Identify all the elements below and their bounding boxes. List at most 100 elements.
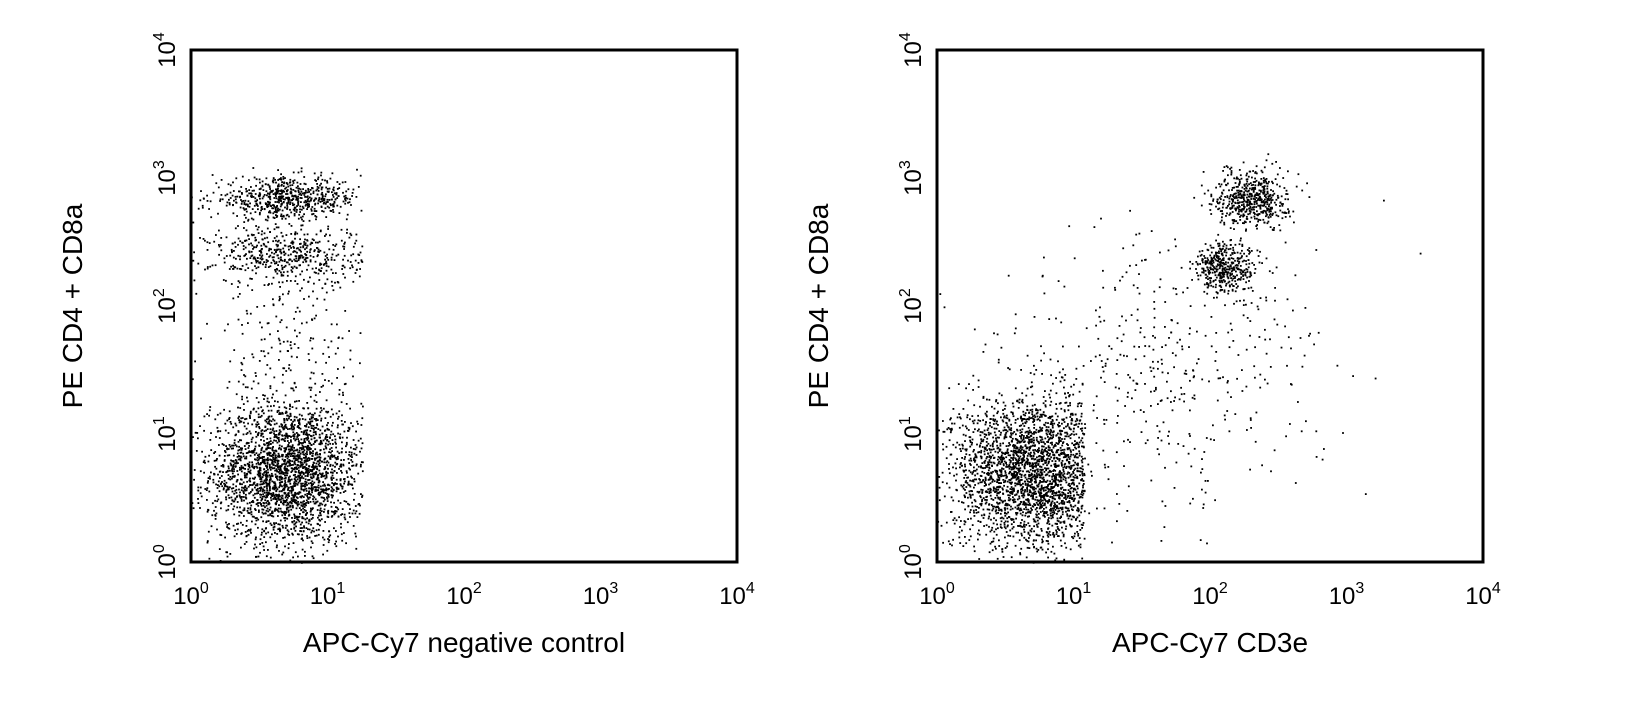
event-dot xyxy=(268,415,271,418)
event-dot xyxy=(300,438,303,441)
event-dot xyxy=(321,191,324,194)
event-dot xyxy=(341,447,343,450)
event-dot xyxy=(320,263,323,266)
event-dot xyxy=(1027,470,1030,473)
event-dot xyxy=(313,462,315,464)
event-dot xyxy=(231,499,234,502)
event-dot xyxy=(300,504,303,507)
event-dot xyxy=(255,375,257,377)
event-dot xyxy=(1047,452,1049,454)
event-dot xyxy=(249,202,251,205)
event-dot xyxy=(255,462,258,465)
event-dot xyxy=(235,177,238,180)
event-dot xyxy=(231,467,234,470)
event-dot xyxy=(213,452,215,454)
event-dot xyxy=(291,260,293,263)
event-dot xyxy=(291,424,293,427)
event-dot xyxy=(297,471,300,474)
event-dot xyxy=(322,491,325,494)
event-dot xyxy=(217,212,219,215)
event-dot xyxy=(279,242,282,244)
event-dot xyxy=(295,457,297,460)
event-dot xyxy=(295,525,297,528)
event-dot xyxy=(302,447,305,450)
event-dot xyxy=(309,453,311,455)
event-dot xyxy=(235,445,238,448)
event-dot xyxy=(209,200,212,203)
event-dot xyxy=(263,456,265,458)
event-dot xyxy=(309,377,312,380)
event-dot xyxy=(255,452,258,455)
event-dot xyxy=(1050,434,1053,437)
event-dot xyxy=(1011,437,1014,440)
event-dot xyxy=(1025,512,1027,515)
event-dot xyxy=(314,459,316,461)
event-dot xyxy=(315,241,317,244)
event-dot xyxy=(339,437,341,440)
event-dot xyxy=(219,412,222,415)
event-dot xyxy=(339,502,342,504)
event-dot xyxy=(262,450,265,453)
event-dot xyxy=(333,484,335,487)
event-dot xyxy=(302,433,305,436)
event-dot xyxy=(1031,413,1034,416)
event-dot xyxy=(280,258,282,261)
event-dot xyxy=(274,400,276,403)
event-dot xyxy=(348,201,351,204)
event-dot xyxy=(273,510,276,512)
event-dot xyxy=(994,497,997,499)
event-dot xyxy=(949,543,951,545)
event-dot xyxy=(245,457,248,460)
event-dot xyxy=(309,418,311,421)
event-dot xyxy=(1054,479,1057,482)
event-dot xyxy=(281,281,284,284)
event-dot xyxy=(276,533,279,535)
event-dot xyxy=(304,445,307,448)
event-dot xyxy=(275,439,277,442)
event-dot xyxy=(276,272,279,275)
event-dot xyxy=(284,187,286,190)
event-dot xyxy=(1061,418,1064,421)
event-dot xyxy=(275,389,278,392)
event-dot xyxy=(262,520,264,523)
event-dot xyxy=(1049,431,1052,434)
event-dot xyxy=(199,470,202,473)
event-dot xyxy=(332,413,334,416)
event-dot xyxy=(1069,416,1072,418)
event-dot xyxy=(272,498,275,500)
event-dot xyxy=(319,519,322,522)
event-dot xyxy=(1044,502,1046,505)
event-dot xyxy=(1053,507,1056,509)
event-dot xyxy=(259,193,262,196)
event-dot xyxy=(281,455,283,458)
event-dot xyxy=(1057,483,1060,486)
event-dot xyxy=(1056,504,1058,507)
event-dot xyxy=(295,516,298,519)
event-dot xyxy=(259,551,261,554)
event-dot xyxy=(191,196,193,199)
event-dot xyxy=(280,264,283,267)
event-dot xyxy=(266,322,269,325)
event-dot xyxy=(314,382,317,385)
event-dot xyxy=(224,450,226,452)
event-dot xyxy=(269,466,272,469)
event-dot xyxy=(278,431,281,434)
event-dot xyxy=(223,479,226,482)
event-dot xyxy=(282,473,285,475)
event-dot xyxy=(957,383,960,385)
event-dot xyxy=(1035,539,1037,542)
event-dot xyxy=(202,461,205,463)
event-dot xyxy=(297,259,300,262)
event-dot xyxy=(1017,506,1020,509)
event-dot xyxy=(267,531,270,534)
event-dot xyxy=(314,431,317,434)
event-dot xyxy=(280,213,283,216)
event-dot xyxy=(277,169,279,171)
event-dot xyxy=(298,472,301,474)
event-dot xyxy=(308,448,310,451)
event-dot xyxy=(265,482,268,485)
event-dot xyxy=(294,250,297,253)
event-dot xyxy=(267,452,269,455)
event-dot xyxy=(320,510,323,512)
event-dot xyxy=(281,190,283,193)
